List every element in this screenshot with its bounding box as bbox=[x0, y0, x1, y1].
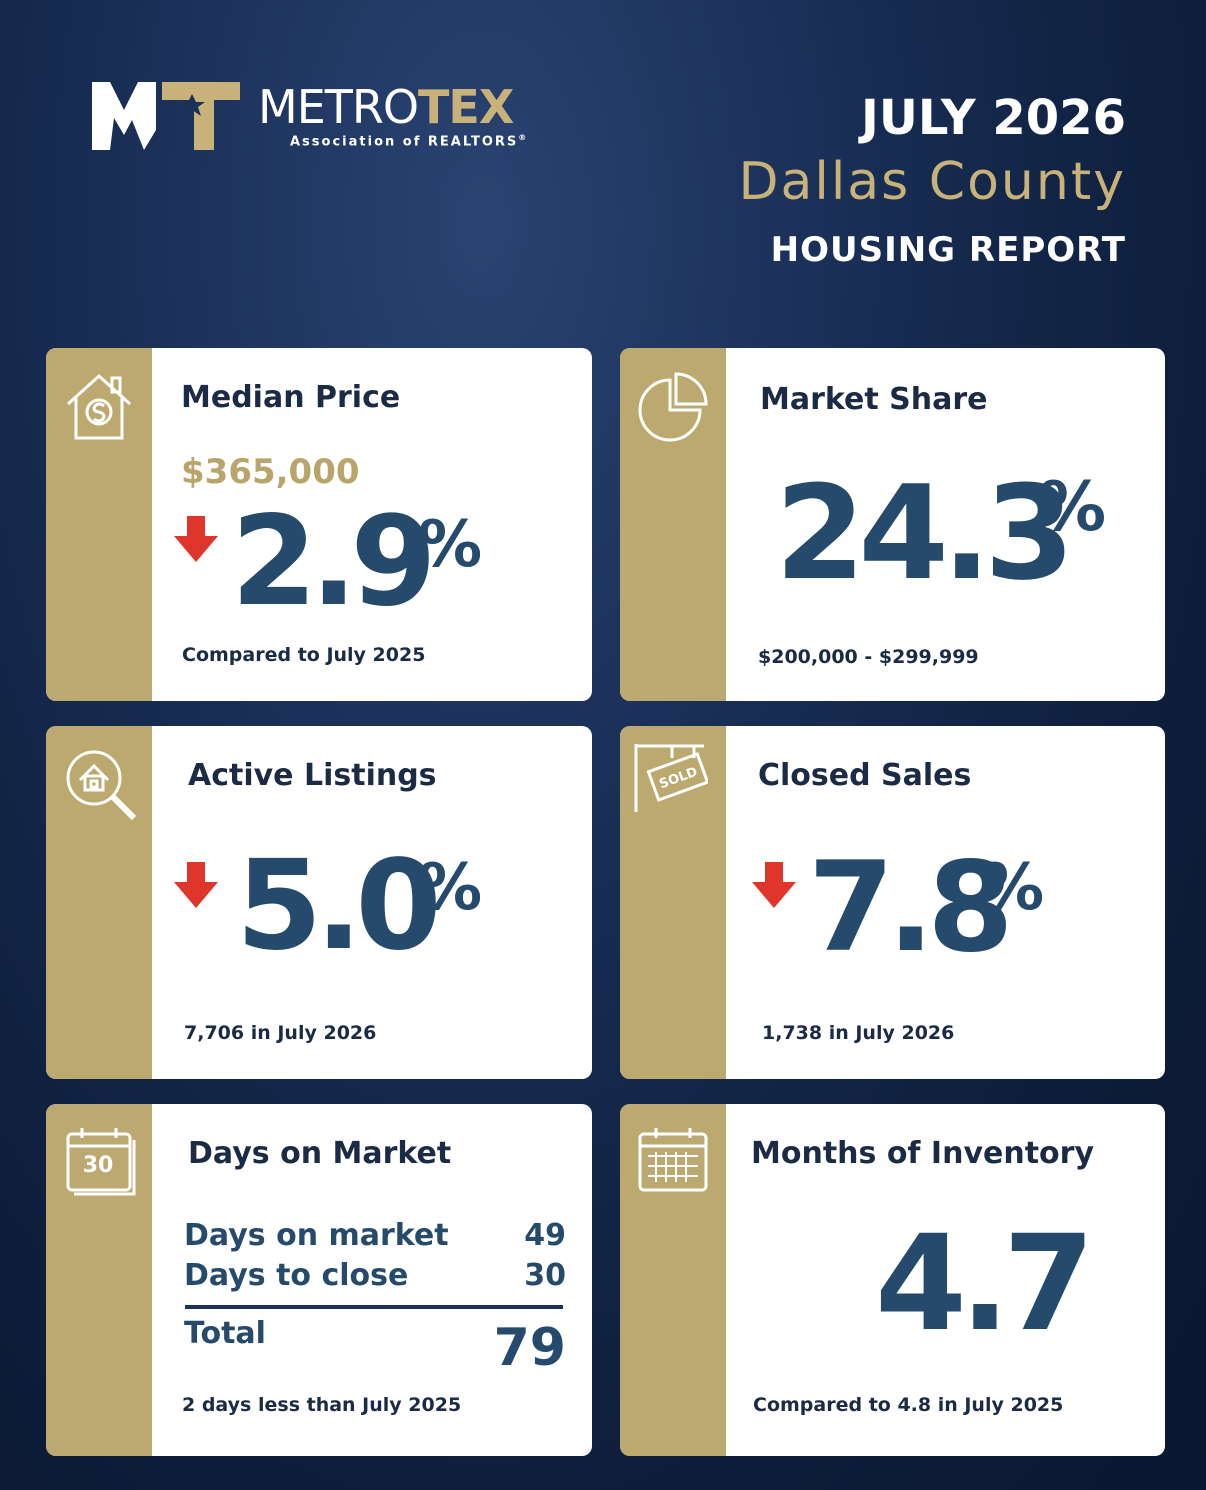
change-unit: % bbox=[980, 851, 1045, 925]
arrow-shape bbox=[752, 862, 796, 908]
change-value: 7.8 bbox=[808, 836, 1014, 980]
card-strip bbox=[46, 348, 152, 701]
change-unit: % bbox=[418, 851, 483, 925]
change-arrow bbox=[174, 516, 218, 562]
card: SOLD Closed Sales 7.8 % 1,738 in July 20… bbox=[620, 726, 1165, 1079]
card-note: 7,706 in July 2026 bbox=[184, 1022, 377, 1044]
row-value: 49 bbox=[524, 1218, 566, 1253]
calendar-label: 30 bbox=[83, 1153, 114, 1178]
calendar-grid-icon bbox=[638, 1128, 708, 1192]
change-value: 2.9 bbox=[231, 490, 437, 634]
total-value: 79 bbox=[493, 1318, 566, 1378]
card-note: $200,000 - $299,999 bbox=[758, 646, 979, 668]
logo-part: TEX bbox=[418, 80, 514, 134]
change-value: 5.0 bbox=[236, 834, 442, 978]
card-note: Compared to July 2025 bbox=[182, 644, 426, 666]
card-strip bbox=[46, 726, 152, 1079]
report-month: JULY 2026 bbox=[860, 90, 1126, 146]
card: Median Price $365,000 2.9 % Compared to … bbox=[46, 348, 592, 701]
market-share-unit: % bbox=[1038, 468, 1107, 547]
row-label: Days to close bbox=[184, 1258, 409, 1293]
pie-icon bbox=[638, 372, 708, 442]
logo-part: METRO bbox=[258, 80, 419, 134]
change-unit: % bbox=[418, 508, 483, 582]
card: Market Share 24.3 % $200,000 - $299,999 bbox=[620, 348, 1165, 701]
house-dollar-icon bbox=[66, 373, 132, 440]
calendar-icon: 30 bbox=[66, 1128, 136, 1196]
card-note: Compared to 4.8 in July 2025 bbox=[753, 1394, 1064, 1416]
days-row: Days to close 30 bbox=[184, 1258, 566, 1293]
market-share-value: 24.3 bbox=[775, 457, 1075, 609]
row-value: 30 bbox=[524, 1258, 566, 1293]
change-arrow bbox=[174, 862, 218, 908]
total-rule bbox=[185, 1305, 563, 1309]
arrow-shape bbox=[174, 516, 218, 562]
tagline: Association of REALTORS bbox=[290, 134, 519, 150]
card-note: 1,738 in July 2026 bbox=[762, 1022, 955, 1044]
change-arrow bbox=[752, 862, 796, 908]
card-title: Market Share bbox=[760, 382, 988, 417]
total-label: Total bbox=[184, 1316, 266, 1351]
card-strip bbox=[620, 1104, 726, 1456]
card-title: Months of Inventory bbox=[751, 1136, 1095, 1171]
days-row: Days on market 49 bbox=[184, 1218, 566, 1253]
sold-sign-icon: SOLD bbox=[634, 744, 708, 812]
logo-name: METROTEX bbox=[258, 80, 514, 134]
report-county: Dallas County bbox=[738, 152, 1126, 212]
registered-mark: ® bbox=[518, 133, 529, 142]
arrow-shape bbox=[174, 862, 218, 908]
logo-mark bbox=[92, 82, 240, 150]
inventory-value: 4.7 bbox=[875, 1207, 1095, 1361]
card-note: 2 days less than July 2025 bbox=[182, 1394, 462, 1416]
report-title: HOUSING REPORT bbox=[770, 230, 1126, 270]
card-title: Active Listings bbox=[188, 758, 437, 793]
row-label: Days on market bbox=[184, 1218, 449, 1253]
card-title: Median Price bbox=[181, 380, 401, 415]
search-house-icon bbox=[66, 750, 137, 821]
card-strip bbox=[620, 726, 726, 1079]
total-row: Total 79 bbox=[184, 1316, 566, 1378]
card-title: Closed Sales bbox=[758, 758, 972, 793]
median-price: $365,000 bbox=[181, 452, 360, 492]
card: Months of Inventory 4.7 Compared to 4.8 … bbox=[620, 1104, 1165, 1456]
card: 30 Days on Market Days on market 49 Days … bbox=[46, 1104, 592, 1456]
logo-tagline: Association of REALTORS® bbox=[290, 133, 528, 149]
card-strip bbox=[620, 348, 726, 701]
card: Active Listings 5.0 % 7,706 in July 2026 bbox=[46, 726, 592, 1079]
card-title: Days on Market bbox=[188, 1136, 452, 1171]
